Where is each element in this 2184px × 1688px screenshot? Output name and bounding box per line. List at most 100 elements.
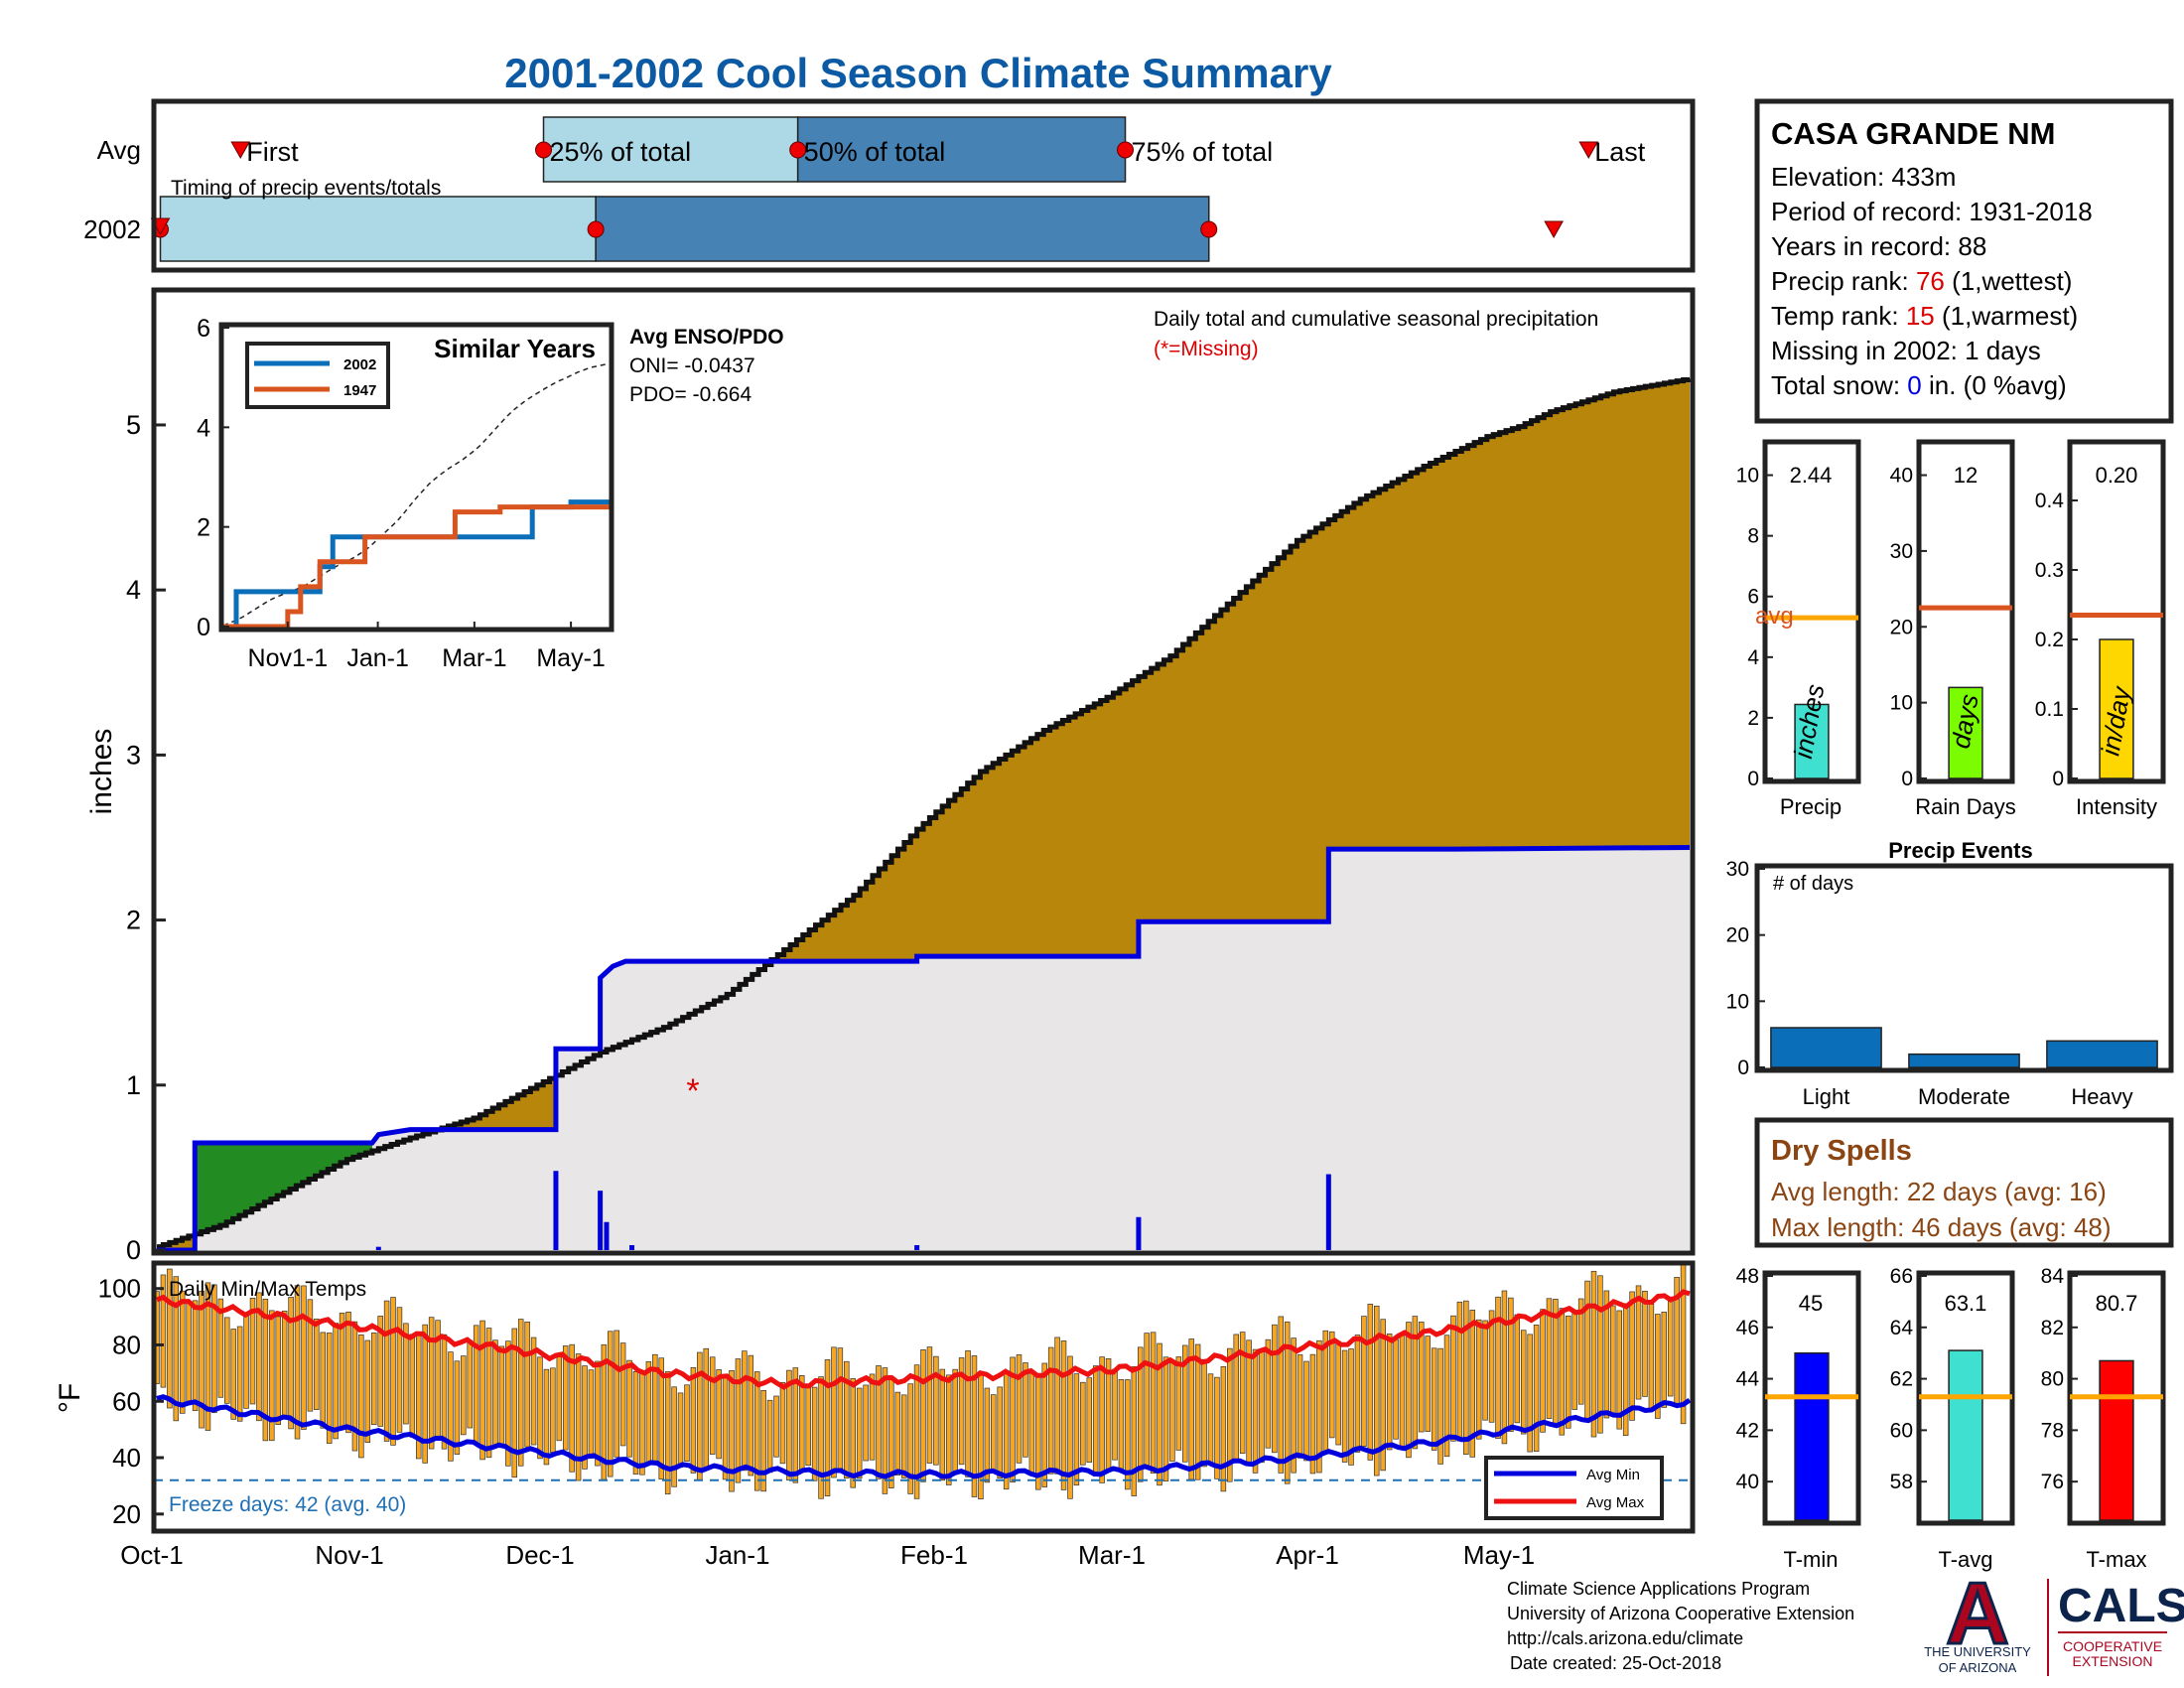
dry-spells-frame	[1754, 1117, 2174, 1248]
daily-temp-bar	[824, 1359, 831, 1496]
daily-temp-bar	[1425, 1336, 1431, 1432]
daily-temp-bar	[1099, 1356, 1105, 1483]
daily-temp-bar	[894, 1391, 901, 1477]
daily-temp-bar	[1456, 1301, 1463, 1442]
daily-temp-bar	[690, 1367, 697, 1474]
inset-title: Similar Years	[434, 334, 596, 363]
ua-logo-line2: OF ARIZONA	[1939, 1660, 2017, 1675]
temp-y-axis-label: °F	[54, 1383, 86, 1413]
daily-temp-bar	[1412, 1316, 1419, 1450]
season-cumulative-line	[157, 844, 1691, 1253]
daily-temp-bar	[1112, 1368, 1118, 1461]
daily-temp-bar	[1182, 1344, 1188, 1463]
daily-temp-bar	[505, 1340, 511, 1467]
daily-temp-bar	[1028, 1371, 1035, 1474]
daily-temp-bar	[1227, 1347, 1233, 1482]
inset-y-tick-label: 2	[197, 514, 210, 542]
daily-temp-bar	[1655, 1314, 1661, 1419]
small-panel-tick-label: 0.4	[2035, 490, 2065, 512]
daily-temp-bar	[396, 1307, 403, 1433]
events-y-tick-label: 20	[1726, 924, 1749, 947]
daily-temp-bar	[281, 1310, 288, 1418]
daily-temp-bar	[1533, 1325, 1540, 1453]
daily-temp-bar	[907, 1383, 913, 1494]
precip-bar-label: Precip	[1780, 794, 1842, 819]
daily-temp-bar	[703, 1347, 710, 1471]
month-feb: Feb-1	[900, 1540, 968, 1570]
small-panel-tick-label: 76	[2041, 1471, 2064, 1493]
daily-temp-bar	[1047, 1346, 1054, 1475]
daily-temp-bar	[550, 1367, 556, 1453]
daily-temp-bar	[1527, 1334, 1533, 1453]
small-panel-tick-label: 44	[1736, 1368, 1760, 1391]
daily-temp-bar	[307, 1299, 314, 1412]
daily-temp-bar	[671, 1386, 677, 1487]
daily-temp-bar	[186, 1301, 192, 1404]
daily-temp-bar	[370, 1333, 377, 1426]
timing-p25-label: 25% of total	[550, 137, 692, 167]
daily-temp-bar	[1246, 1339, 1252, 1466]
timing-panel: Avg 2002 Timing of precip events/totals …	[83, 98, 1696, 273]
daily-temp-bar	[1648, 1304, 1655, 1412]
daily-temp-bar	[773, 1395, 779, 1458]
station-frame	[1754, 98, 2174, 424]
avg-p50-p75-bar	[796, 116, 1127, 183]
daily-temp-bar	[971, 1355, 978, 1497]
daily-temp-bar	[454, 1360, 461, 1455]
legend-avg-min-label: Avg Min	[1586, 1467, 1640, 1483]
daily-temp-bar	[275, 1316, 281, 1425]
small-panel-tick-label: 42	[1736, 1419, 1759, 1442]
daily-temp-bar	[933, 1355, 939, 1466]
daily-temp-bar	[492, 1339, 498, 1447]
tmin-bar-label: T-min	[1784, 1547, 1839, 1572]
daily-temp-bar	[900, 1394, 907, 1478]
avg-last-marker	[1578, 141, 1599, 160]
daily-temp-bar	[498, 1345, 505, 1449]
temp-y-tick-label: 20	[112, 1499, 141, 1529]
daily-temp-bar	[1475, 1319, 1482, 1440]
main-y-ticks: 0 1 2 3 4 5	[126, 410, 166, 1265]
small-panel-tick-label: 10	[1736, 465, 1759, 488]
inset-legend-box	[245, 342, 390, 409]
daily-temp-bar	[1406, 1322, 1412, 1459]
daily-temp-bar	[766, 1399, 773, 1474]
main-y-tick-label: 1	[126, 1070, 141, 1100]
daily-temp-bar	[984, 1387, 991, 1483]
temp-y-tick-label: 60	[112, 1386, 141, 1416]
small-panel-tick-label: 84	[2041, 1265, 2065, 1288]
daily-temp-bar	[945, 1374, 952, 1485]
dry-spells-avg: Avg length: 22 days (avg: 16)	[1771, 1177, 2107, 1206]
small-panel-tick-label: 80	[2041, 1368, 2064, 1391]
oni-label: ONI= -0.0437	[629, 354, 755, 377]
daily-temp-bar	[358, 1334, 364, 1459]
small-panel-tick-label: 0	[1901, 768, 1913, 790]
daily-temp-bar	[1259, 1349, 1265, 1464]
events-category-label: Heavy	[2071, 1084, 2132, 1109]
small-panel-bar	[1948, 686, 1983, 779]
main-y-tick-label: 3	[126, 740, 141, 770]
similar-years-inset: 0 2 4 6 Nov1-1 Jan-1 Mar-1 May-1 Similar Years…	[197, 315, 784, 672]
station-name: CASA GRANDE NM	[1771, 116, 2055, 151]
avg-min-line	[156, 1394, 1692, 1480]
events-frame	[1754, 863, 2174, 1073]
legend-1947-label: 1947	[343, 382, 376, 399]
daily-temp-bar	[160, 1274, 167, 1388]
timing-frame	[151, 98, 1696, 273]
cals-logo-sub2: EXTENSION	[2073, 1653, 2153, 1669]
cals-logo: CALS COOPERATIVE EXTENSION	[2058, 1580, 2184, 1669]
inset-x-tick-label: Mar-1	[442, 644, 506, 672]
avg-max-line	[156, 1289, 1691, 1390]
timing-bars	[150, 101, 1693, 270]
daily-temp-bar	[997, 1386, 1003, 1479]
daily-temp-bar	[1220, 1366, 1227, 1492]
daily-temp-bar	[1520, 1330, 1527, 1435]
temp-y-tick-label: 40	[112, 1443, 141, 1473]
missing-marker: *	[686, 1072, 699, 1110]
daily-temp-bar	[556, 1356, 563, 1442]
page-title: 2001-2002 Cool Season Climate Summary	[504, 50, 1332, 96]
daily-temp-bar	[1508, 1297, 1514, 1432]
temp-plot-area	[154, 1263, 1693, 1531]
legend-avg-max-label: Avg Max	[1586, 1494, 1645, 1511]
daily-temp-bar	[876, 1365, 882, 1479]
daily-temp-bar	[882, 1367, 888, 1494]
